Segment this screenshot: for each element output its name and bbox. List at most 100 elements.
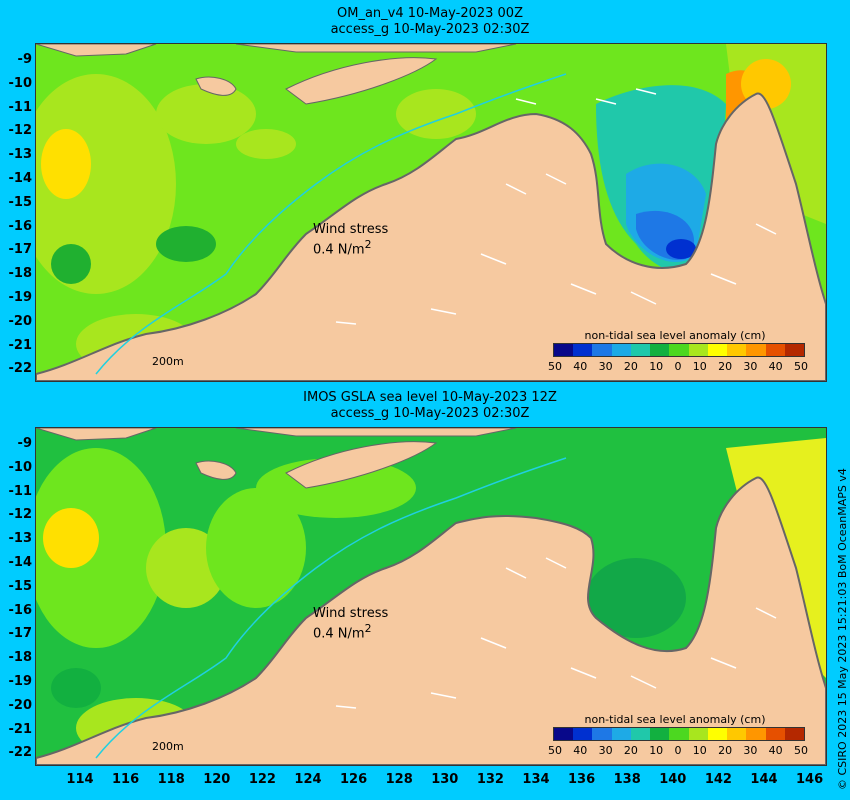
colorbar-swatch xyxy=(554,728,574,740)
anomaly-blob xyxy=(36,448,166,648)
credit-text: © CSIRO 2023 15 May 2023 15:21:03 BoM Oc… xyxy=(836,468,849,790)
x-tick-label: 138 xyxy=(613,772,641,787)
island xyxy=(195,76,237,96)
gulf-anomaly xyxy=(586,558,686,638)
x-tick-label: 118 xyxy=(157,772,185,787)
colorbar-tick-label: 20 xyxy=(623,744,638,757)
x-tick-label: 136 xyxy=(568,772,596,787)
anomaly-blob xyxy=(51,244,91,284)
y-tick-label: -10 xyxy=(8,459,33,475)
colorbar-tick-label: 10 xyxy=(649,744,664,757)
colorbar-tick-label: 10 xyxy=(692,744,707,757)
colorbar-tick-label: 0 xyxy=(674,744,682,757)
island xyxy=(285,57,438,105)
colorbar-swatch xyxy=(573,344,593,356)
colorbar-swatch xyxy=(611,344,631,356)
y-tick-label: -11 xyxy=(8,99,33,115)
panel-1-title-line2: access_g 10-May-2023 02:30Z xyxy=(330,22,530,37)
y-tick-label: -9 xyxy=(17,52,32,67)
y-tick-label: -13 xyxy=(8,531,33,547)
panel-1-colorbar xyxy=(553,343,805,357)
australia-land xyxy=(36,476,826,765)
colorbar-tick-label: 40 xyxy=(573,744,588,757)
anomaly-blob xyxy=(43,508,99,568)
y-tick-label: -21 xyxy=(8,337,33,353)
wind-arrows xyxy=(335,557,777,709)
island xyxy=(36,428,157,441)
colorbar-swatch xyxy=(765,344,785,356)
x-tick-label: 116 xyxy=(112,772,140,787)
wind-label-line2: 0.4 N/m2 xyxy=(313,621,388,641)
y-tick-label: -9 xyxy=(17,436,32,451)
y-tick-label: -21 xyxy=(8,721,33,737)
y-tick-label: -17 xyxy=(8,626,33,642)
y-tick-label: -11 xyxy=(8,483,33,499)
x-tick-label: 128 xyxy=(385,772,413,787)
y-tick-label: -13 xyxy=(8,147,33,163)
colorbar-tick-label: 0 xyxy=(674,360,682,373)
panel-1-colorbar-ticks: 50 40 30 20 10 0 10 20 30 40 50 xyxy=(548,360,808,373)
panel-2-scale-label: 200m xyxy=(152,740,184,753)
colorbar-swatch xyxy=(630,344,651,356)
x-tick-label: 140 xyxy=(659,772,687,787)
colorbar-swatch xyxy=(746,728,766,740)
island xyxy=(285,441,438,489)
wind-label-exponent: 2 xyxy=(364,622,372,635)
colorbar-tick-label: 20 xyxy=(718,360,733,373)
y-tick-label: -18 xyxy=(8,266,33,282)
panel-2-colorbar-ticks: 50 40 30 20 10 0 10 20 30 40 50 xyxy=(548,744,808,757)
wind-arrows xyxy=(335,88,777,325)
colorbar-tick-label: 40 xyxy=(768,360,783,373)
y-tick-label: -18 xyxy=(8,650,33,666)
island xyxy=(235,44,517,53)
anomaly-blob xyxy=(36,74,176,294)
x-tick-label: 144 xyxy=(750,772,778,787)
x-tick-label: 114 xyxy=(66,772,94,787)
colorbar-swatch xyxy=(707,344,728,356)
y-tick-label: -14 xyxy=(8,555,33,570)
colorbar-tick-label: 20 xyxy=(718,744,733,757)
y-tick-label: -22 xyxy=(8,745,33,761)
y-tick-label: -20 xyxy=(8,313,33,329)
colorbar-tick-label: 30 xyxy=(598,360,613,373)
anomaly-blob xyxy=(156,226,216,262)
colorbar-swatch xyxy=(650,344,670,356)
y-tick-label: -12 xyxy=(8,123,33,139)
x-tick-label: 122 xyxy=(248,772,276,787)
panel-2-title-line1: IMOS GSLA sea level 10-May-2023 12Z xyxy=(303,390,557,405)
wind-label-exponent: 2 xyxy=(364,238,372,251)
colorbar-swatch xyxy=(611,728,631,740)
panel-2-title: IMOS GSLA sea level 10-May-2023 12Z acce… xyxy=(230,390,630,422)
y-tick-label: -20 xyxy=(8,697,33,713)
y-tick-label: -17 xyxy=(8,242,33,258)
y-tick-label: -12 xyxy=(8,507,33,523)
x-tick-label: 124 xyxy=(294,772,322,787)
colorbar-tick-label: 30 xyxy=(743,360,758,373)
y-tick-label: -10 xyxy=(8,75,33,91)
colorbar-swatch xyxy=(746,344,766,356)
panel-2-map-svg xyxy=(36,428,826,765)
colorbar-tick-label: 30 xyxy=(743,744,758,757)
y-tick-label: -14 xyxy=(8,171,33,186)
colorbar-tick-label: 50 xyxy=(548,744,562,757)
panel-1-wind-label: Wind stress 0.4 N/m2 xyxy=(313,222,388,257)
x-tick-label: 120 xyxy=(203,772,231,787)
island xyxy=(195,460,237,480)
australia-land xyxy=(36,92,826,381)
island xyxy=(235,428,517,437)
anomaly-blob xyxy=(41,129,91,199)
wind-label-line1: Wind stress xyxy=(313,606,389,621)
colorbar-swatch xyxy=(592,344,612,356)
panel-1-title-line1: OM_an_v4 10-May-2023 00Z xyxy=(337,6,523,21)
colorbar-swatch xyxy=(669,728,689,740)
colorbar-tick-label: 10 xyxy=(692,360,707,373)
wind-label-line1: Wind stress xyxy=(313,222,389,237)
panel-1-colorbar-title: non-tidal sea level anomaly (cm) xyxy=(584,329,766,342)
colorbar-swatch xyxy=(630,728,651,740)
y-tick-label: -16 xyxy=(8,602,33,618)
panel-2-colorbar-title: non-tidal sea level anomaly (cm) xyxy=(584,713,766,726)
anomaly-blob xyxy=(396,89,476,139)
colorbar-tick-label: 50 xyxy=(793,744,808,757)
x-tick-label: 146 xyxy=(796,772,824,787)
x-tick-label: 132 xyxy=(476,772,504,787)
